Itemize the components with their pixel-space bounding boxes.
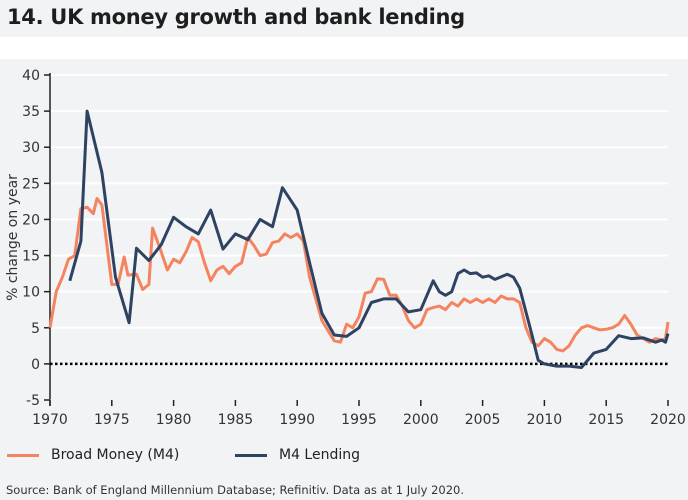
y-tick-label: -5 <box>26 393 40 409</box>
x-tick-label: 2015 <box>588 412 624 428</box>
legend-item-m4-lending: M4 Lending <box>235 447 360 463</box>
x-tick-label: 2005 <box>465 412 501 428</box>
y-tick-label: 15 <box>22 249 40 265</box>
series-line-m4-lending <box>68 109 670 369</box>
x-tick-label: 2010 <box>527 412 563 428</box>
x-tick-label: 2020 <box>650 412 686 428</box>
y-tick-label: 5 <box>31 321 40 337</box>
legend-item-broad-money: Broad Money (M4) <box>7 447 179 463</box>
y-axis-label: % change on year <box>5 174 21 301</box>
y-tick-label: 35 <box>22 104 40 120</box>
x-tick-label: 1970 <box>32 412 68 428</box>
y-tick-label: 40 <box>22 68 40 84</box>
x-tick-label: 1975 <box>94 412 130 428</box>
x-tick-label: 1980 <box>156 412 192 428</box>
y-tick-label: 20 <box>22 212 40 228</box>
y-tick-label: 25 <box>22 176 40 192</box>
title-separator <box>0 37 688 59</box>
source-note: Source: Bank of England Millennium Datab… <box>6 483 465 497</box>
x-tick-label: 2000 <box>403 412 439 428</box>
legend-swatch <box>7 453 39 457</box>
x-tick-label: 1995 <box>341 412 377 428</box>
legend-label: M4 Lending <box>279 447 361 463</box>
x-tick-label: 1985 <box>218 412 254 428</box>
y-tick-label: 30 <box>22 140 40 156</box>
y-tick-label: 10 <box>22 285 40 301</box>
x-tick-label: 1990 <box>279 412 315 428</box>
legend-label: Broad Money (M4) <box>51 447 180 463</box>
y-tick-label: 0 <box>31 357 40 373</box>
legend-swatch <box>235 453 267 457</box>
chart-title: 14. UK money growth and bank lending <box>7 5 465 29</box>
